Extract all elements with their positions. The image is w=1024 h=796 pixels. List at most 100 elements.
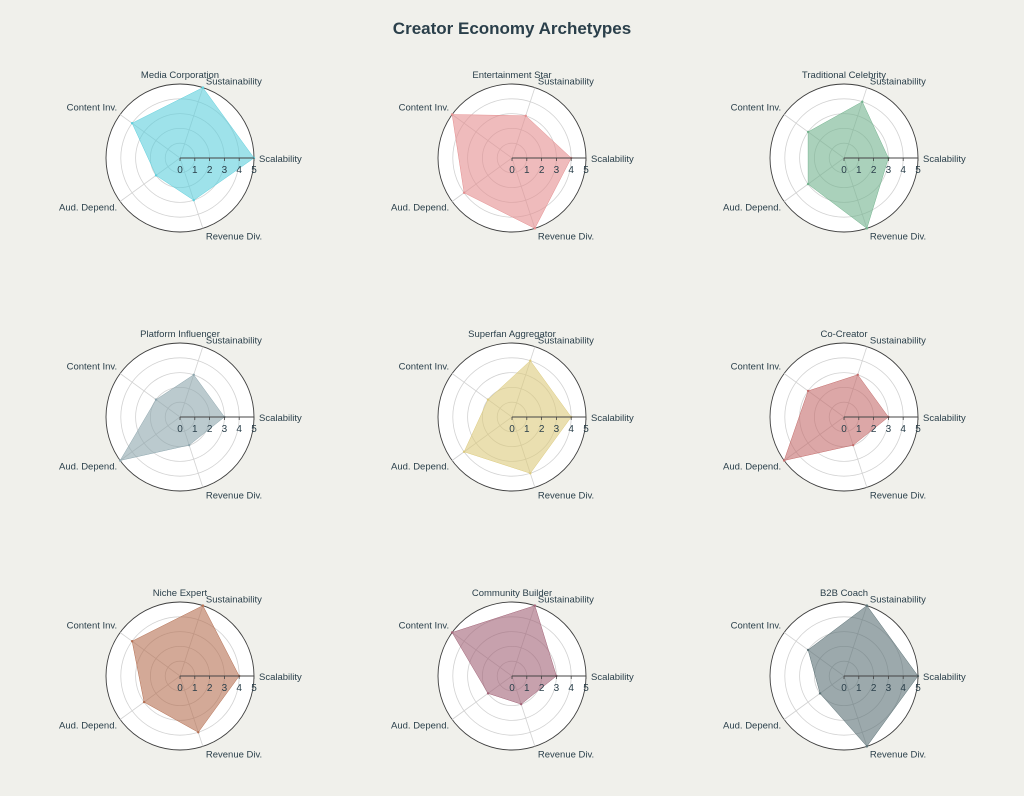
axis-label: Revenue Div. (870, 490, 926, 501)
axis-label: Revenue Div. (538, 490, 594, 501)
axis-label: Revenue Div. (538, 231, 594, 242)
axis-label: Revenue Div. (206, 231, 262, 242)
radial-tick-label: 3 (554, 683, 560, 694)
data-point (192, 373, 195, 376)
subplot-title: Media Corporation (141, 70, 219, 81)
radial-tick-label: 4 (900, 424, 906, 435)
radial-tick-label: 5 (583, 165, 589, 176)
radial-tick-label: 5 (915, 165, 921, 176)
radial-tick-label: 4 (568, 683, 574, 694)
data-point (529, 472, 532, 475)
radial-tick-label: 2 (539, 424, 545, 435)
radial-tick-label: 2 (207, 683, 213, 694)
axis-label: Aud. Depend. (59, 202, 117, 213)
axis-label: Revenue Div. (870, 749, 926, 760)
series-polygon (131, 605, 240, 733)
data-point (806, 389, 810, 393)
data-point (462, 191, 466, 194)
series-polygon (451, 114, 572, 229)
chart-title: Creator Economy Archetypes (393, 19, 631, 38)
data-point (142, 700, 146, 704)
data-point (533, 604, 537, 607)
radial-tick-label: 4 (900, 683, 906, 694)
radial-tick-label: 2 (207, 424, 213, 435)
data-point (201, 604, 205, 607)
data-point (533, 227, 537, 230)
radial-tick-label: 2 (871, 424, 877, 435)
axis-label: Content Inv. (67, 362, 118, 373)
axis-label: Revenue Div. (870, 231, 926, 242)
radial-tick-label: 1 (524, 165, 530, 176)
data-point (856, 373, 859, 376)
radial-tick-label: 0 (509, 424, 515, 435)
radial-tick-label: 4 (236, 165, 242, 176)
radial-tick-label: 3 (222, 683, 228, 694)
data-point (130, 122, 134, 125)
subplot-title: Niche Expert (153, 588, 208, 599)
axis-label: Sustainability (206, 595, 262, 606)
axis-label: Scalability (923, 672, 966, 683)
data-point (806, 130, 810, 134)
axis-label: Scalability (259, 672, 302, 683)
radial-tick-label: 4 (236, 424, 242, 435)
series-polygon (451, 605, 557, 705)
radial-tick-label: 5 (915, 424, 921, 435)
radial-tick-label: 4 (900, 165, 906, 176)
radial-tick-label: 3 (222, 424, 228, 435)
data-point (861, 100, 864, 103)
subplot-title: B2B Coach (820, 588, 868, 599)
axis-label: Scalability (259, 413, 302, 424)
axis-label: Scalability (591, 413, 634, 424)
axis-label: Scalability (259, 154, 302, 165)
axis-label: Content Inv. (67, 621, 118, 632)
radial-tick-label: 0 (509, 165, 515, 176)
radial-tick-label: 1 (856, 165, 862, 176)
radial-tick-label: 1 (192, 424, 198, 435)
axis-label: Scalability (923, 154, 966, 165)
axis-label: Sustainability (206, 77, 262, 88)
data-point (486, 398, 490, 401)
axis-label: Sustainability (870, 595, 926, 606)
radial-tick-label: 3 (886, 424, 892, 435)
axis-label: Sustainability (206, 336, 262, 347)
radial-tick-label: 0 (177, 424, 183, 435)
radial-tick-label: 3 (554, 424, 560, 435)
data-point (450, 631, 454, 634)
subplot-title: Superfan Aggregator (468, 329, 556, 340)
subplot-title: Community Builder (472, 588, 552, 599)
series-polygon (119, 374, 225, 461)
subplot-title: Traditional Celebrity (802, 70, 886, 81)
data-point (187, 443, 191, 447)
data-point (154, 398, 158, 401)
axis-label: Aud. Depend. (391, 461, 449, 472)
data-point (450, 113, 454, 116)
axis-label: Revenue Div. (206, 490, 262, 501)
axis-label: Scalability (591, 154, 634, 165)
data-point (529, 359, 532, 362)
data-point (130, 640, 134, 643)
series-polygon (807, 101, 889, 229)
axis-label: Content Inv. (399, 621, 450, 632)
radial-tick-label: 5 (583, 683, 589, 694)
radial-tick-label: 3 (886, 165, 892, 176)
radial-tick-label: 3 (222, 165, 228, 176)
axis-label: Revenue Div. (538, 749, 594, 760)
radial-tick-label: 5 (251, 683, 257, 694)
radial-tick-label: 5 (583, 424, 589, 435)
axis-label: Sustainability (870, 336, 926, 347)
data-point (201, 86, 205, 89)
radial-tick-label: 0 (177, 165, 183, 176)
data-point (851, 443, 855, 447)
axis-label: Aud. Depend. (59, 461, 117, 472)
data-point (486, 692, 490, 695)
radial-tick-label: 0 (509, 683, 515, 694)
radial-tick-label: 1 (192, 165, 198, 176)
radial-tick-label: 2 (207, 165, 213, 176)
radial-tick-label: 2 (539, 683, 545, 694)
data-point (806, 648, 810, 652)
